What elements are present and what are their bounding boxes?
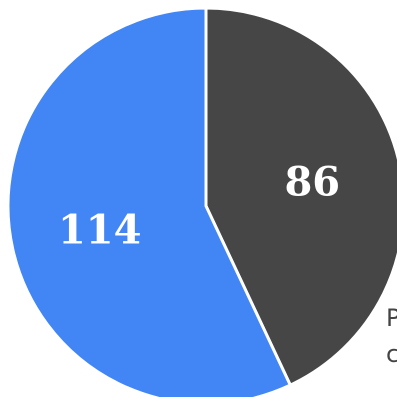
- pie-slices: [6, 6, 397, 397]
- slice-value-label-86: 86: [284, 159, 340, 206]
- slice-value-label-114: 114: [58, 206, 142, 253]
- pie-labels: 86 114: [58, 159, 340, 254]
- pie-slice-114: [6, 6, 292, 397]
- clipped-text-line-1: P: [386, 304, 397, 332]
- clipped-text-line-2: c: [386, 340, 397, 368]
- pie-slice-86: [204, 6, 397, 387]
- clipped-side-text: P c: [386, 300, 397, 372]
